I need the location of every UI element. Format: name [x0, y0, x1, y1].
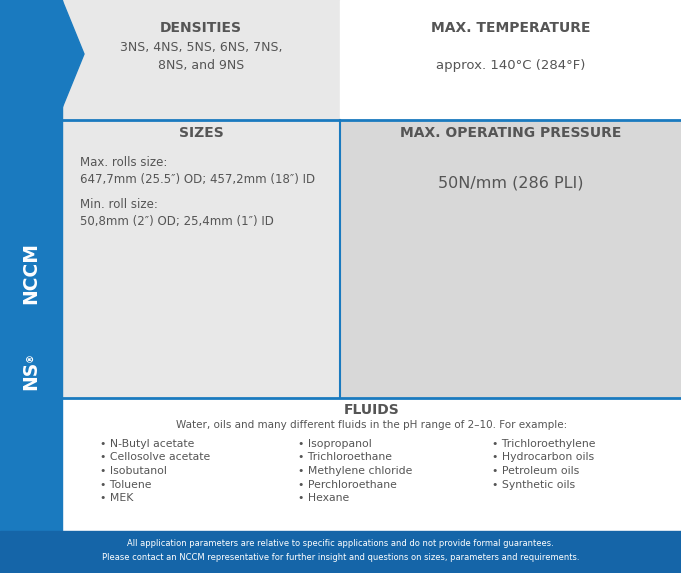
Text: Please contact an NCCM representative for further insight and questions on sizes: Please contact an NCCM representative fo… [101, 554, 580, 563]
Text: 647,7mm (25.5″) OD; 457,2mm (18″) ID: 647,7mm (25.5″) OD; 457,2mm (18″) ID [80, 172, 315, 186]
Text: NS: NS [22, 360, 40, 390]
Bar [62, 120, 340, 398]
Text: Water, oils and many different fluids in the pH range of 2–10. For example:: Water, oils and many different fluids in… [176, 420, 567, 430]
Text: All application parameters are relative to specific applications and do not prov: All application parameters are relative … [127, 540, 554, 548]
Text: ®: ® [27, 354, 35, 363]
Bar [0, 0, 62, 573]
Text: 50N/mm (286 PLI): 50N/mm (286 PLI) [438, 175, 583, 190]
Text: Min. roll size:: Min. roll size: [80, 198, 158, 211]
Text: • Trichloroethylene: • Trichloroethylene [492, 439, 595, 449]
Text: • Synthetic oils: • Synthetic oils [492, 480, 575, 489]
Text: • MEK: • MEK [100, 493, 133, 503]
Text: • Methylene chloride: • Methylene chloride [298, 466, 413, 476]
Text: approx. 140°C (284°F): approx. 140°C (284°F) [436, 60, 585, 73]
Text: 3NS, 4NS, 5NS, 6NS, 7NS,
8NS, and 9NS: 3NS, 4NS, 5NS, 6NS, 7NS, 8NS, and 9NS [120, 41, 282, 73]
Text: • Toluene: • Toluene [100, 480, 151, 489]
Text: • Perchloroethane: • Perchloroethane [298, 480, 397, 489]
Text: • Hexane: • Hexane [298, 493, 349, 503]
Text: Max. rolls size:: Max. rolls size: [80, 156, 168, 170]
Text: • Isopropanol: • Isopropanol [298, 439, 372, 449]
Text: 50,8mm (2″) OD; 25,4mm (1″) ID: 50,8mm (2″) OD; 25,4mm (1″) ID [80, 214, 274, 227]
Text: • Petroleum oils: • Petroleum oils [492, 466, 580, 476]
Bar [340, 0, 681, 120]
Text: SIZES: SIZES [178, 126, 223, 140]
Bar [62, 398, 681, 531]
Text: • Isobutanol: • Isobutanol [100, 466, 167, 476]
Text: FLUIDS: FLUIDS [344, 403, 399, 417]
Text: • Cellosolve acetate: • Cellosolve acetate [100, 453, 210, 462]
Text: MAX. OPERATING PRESSURE: MAX. OPERATING PRESSURE [400, 126, 621, 140]
Polygon shape [0, 0, 84, 108]
Text: MAX. TEMPERATURE: MAX. TEMPERATURE [431, 21, 590, 35]
Text: NCCM: NCCM [22, 242, 40, 304]
Text: • Hydrocarbon oils: • Hydrocarbon oils [492, 453, 594, 462]
Text: DENSITIES: DENSITIES [160, 21, 242, 35]
Bar [62, 0, 340, 120]
Text: • N-Butyl acetate: • N-Butyl acetate [100, 439, 194, 449]
Bar [0, 531, 681, 573]
Bar [340, 120, 681, 398]
Text: • Trichloroethane: • Trichloroethane [298, 453, 392, 462]
